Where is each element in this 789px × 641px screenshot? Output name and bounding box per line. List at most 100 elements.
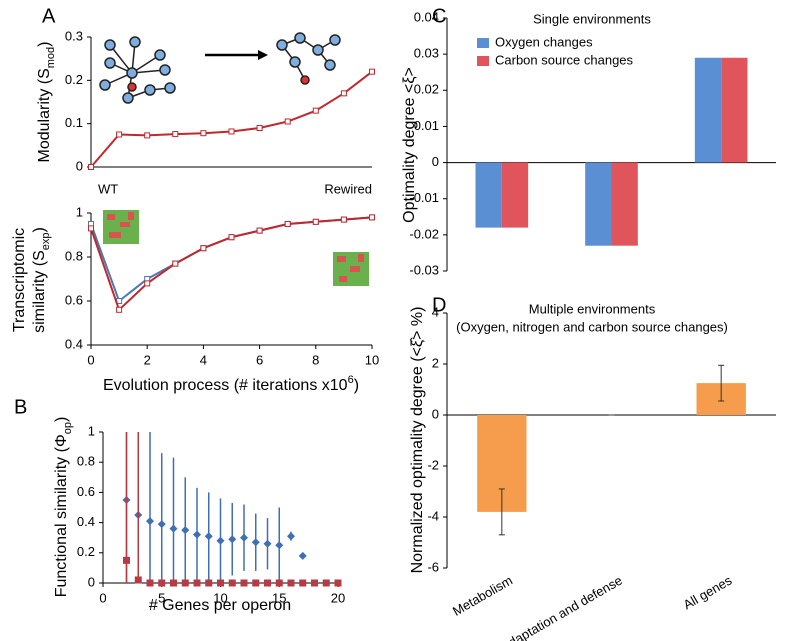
- point: [204, 532, 213, 541]
- point: [369, 214, 375, 221]
- point: [340, 216, 347, 223]
- y-tick-label: 0.6: [77, 484, 95, 499]
- bar: [611, 162, 638, 246]
- point: [264, 579, 271, 587]
- x-tick-label: All genes: [681, 572, 735, 612]
- point: [312, 218, 319, 225]
- point: [284, 221, 291, 227]
- x-tick-label: 10: [365, 352, 379, 367]
- panel-label: D: [432, 294, 446, 316]
- x-tick-label: Metabolism: [450, 573, 515, 619]
- point: [256, 125, 263, 131]
- y-axis-label-part: ): [53, 417, 70, 422]
- y-tick-label: 0.04: [414, 9, 439, 24]
- point: [298, 551, 307, 560]
- x-axis-label-part: 6: [348, 374, 354, 386]
- y-axis-label-part: Transcriptomic: [11, 228, 28, 332]
- point: [169, 524, 178, 533]
- y-tick-label: 0: [88, 574, 95, 589]
- x-tick-label: 10: [213, 590, 227, 605]
- y-axis-label-part: Functional similarity (Φ: [53, 434, 70, 597]
- bar: [694, 57, 722, 163]
- y-tick-label: 0.2: [65, 72, 83, 87]
- point: [172, 131, 179, 138]
- y-axis-label: Normalized optimality degree (<ξ̂> %): [409, 307, 426, 574]
- point: [240, 533, 248, 542]
- x-axis-label-part: ): [354, 377, 359, 394]
- point: [88, 225, 94, 232]
- point: [157, 520, 166, 529]
- point: [200, 245, 207, 252]
- legend-label: Oxygen changes: [495, 34, 593, 49]
- x-tick-label: Adaptation and defense: [498, 573, 624, 641]
- y-tick-label: 1: [76, 204, 83, 219]
- x-tick-label: 4: [200, 352, 207, 367]
- point: [256, 227, 263, 234]
- point: [88, 164, 94, 170]
- panel-label: B: [14, 396, 27, 418]
- point: [134, 576, 142, 584]
- bar: [721, 57, 748, 163]
- point: [116, 306, 123, 313]
- point: [228, 579, 236, 587]
- x-axis-label-part: # Genes per operon: [149, 597, 291, 614]
- chart-title: Multiple environments: [529, 301, 656, 316]
- y-tick-label: 0.03: [414, 46, 439, 61]
- y-axis-label-part: ): [36, 42, 53, 47]
- bar: [475, 162, 502, 228]
- point: [251, 538, 260, 547]
- point: [193, 530, 201, 539]
- legend-swatch: [477, 56, 489, 66]
- x-tick-label: 8: [312, 352, 319, 367]
- y-axis-label: similarity (Sexp): [31, 227, 52, 333]
- y-tick-label: 0: [76, 158, 83, 173]
- y-tick-label: -0.01: [409, 190, 439, 205]
- heatmap-rewired: [333, 252, 369, 286]
- y-tick-label: 0.4: [77, 514, 95, 529]
- annotation: Rewired: [324, 181, 372, 196]
- y-tick-label: 0.6: [65, 292, 83, 307]
- point: [311, 579, 318, 587]
- point: [217, 579, 224, 587]
- point: [228, 535, 237, 544]
- panel-label: A: [42, 5, 56, 27]
- point: [116, 131, 123, 138]
- point: [170, 579, 177, 587]
- y-axis-label-part: mod: [45, 47, 57, 68]
- bar: [501, 162, 529, 228]
- y-tick-label: 0.1: [65, 115, 83, 130]
- y-tick-label: 0.3: [65, 28, 83, 43]
- y-tick-label: -4: [427, 508, 439, 523]
- panel-label: C: [432, 5, 446, 27]
- x-axis-label-part: Evolution process (# iterations x10: [103, 377, 348, 394]
- y-axis-label-part: similarity (S: [31, 250, 48, 333]
- y-tick-label: 4: [432, 304, 439, 319]
- y-tick-label: -2: [427, 457, 439, 472]
- arrow: [205, 50, 268, 60]
- point: [181, 579, 189, 587]
- point: [172, 260, 179, 267]
- heatmap-wt: [103, 210, 139, 244]
- point: [287, 532, 295, 541]
- y-axis-label-part: ): [31, 227, 48, 232]
- x-tick-label: 6: [256, 352, 263, 367]
- point: [181, 526, 190, 535]
- network-illustration: [99, 32, 341, 104]
- y-axis-label-part: op: [62, 422, 74, 434]
- point: [340, 90, 347, 97]
- point: [275, 541, 284, 550]
- chart-title: Single environments: [533, 11, 651, 26]
- point: [200, 130, 207, 137]
- bar: [585, 162, 612, 246]
- point: [287, 579, 295, 587]
- y-axis-label: Modularity (Smod): [36, 42, 57, 163]
- y-tick-label: 0.2: [77, 544, 95, 559]
- point: [144, 132, 151, 139]
- y-tick-label: 1: [88, 423, 95, 438]
- point: [299, 579, 307, 587]
- y-axis-label-part: exp: [40, 232, 52, 250]
- legend-swatch: [477, 38, 489, 48]
- point: [146, 579, 154, 587]
- point: [369, 68, 375, 75]
